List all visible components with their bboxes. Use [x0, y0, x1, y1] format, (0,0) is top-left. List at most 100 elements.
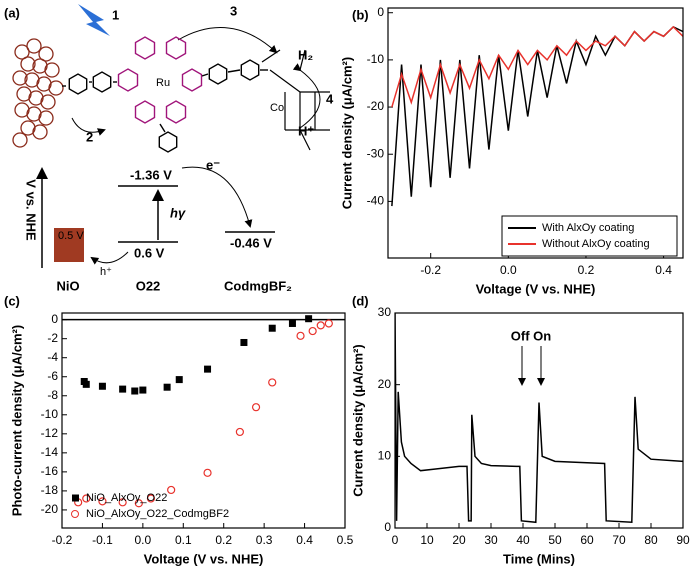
- step: 4: [326, 91, 334, 106]
- arrow: [292, 63, 321, 129]
- ring: [134, 36, 156, 60]
- x-tick-label: -0.1: [92, 533, 113, 547]
- x-tick-label: 0.2: [578, 263, 595, 277]
- x-tick-label: -0.2: [52, 533, 73, 547]
- annotation: Off On: [511, 328, 551, 343]
- point: [316, 321, 325, 330]
- point: [98, 382, 106, 390]
- component: O22: [136, 278, 161, 293]
- point: [324, 319, 333, 328]
- x-axis-label: Voltage (V vs. NHE): [476, 281, 596, 296]
- point: [175, 376, 183, 384]
- bond: [227, 69, 241, 73]
- y-tick-label: -10: [41, 407, 59, 421]
- ring: [117, 68, 139, 92]
- point: [146, 494, 156, 503]
- nanoparticle: [20, 56, 36, 72]
- point: [119, 385, 127, 393]
- legend-swatch: [71, 510, 79, 518]
- y-tick-label: -6: [47, 369, 58, 383]
- panel-label: (d): [352, 293, 369, 308]
- bond: [159, 123, 166, 133]
- y-tick-label: 30: [378, 305, 392, 319]
- level: -0.46 V: [230, 235, 272, 250]
- level: 0.6 V: [134, 245, 165, 260]
- point: [240, 338, 248, 346]
- level: -1.36 V: [130, 167, 172, 182]
- diagram: (a) 1 2 3 4 H₂ H⁺ Ru Co V vs. NHE 0.5 V …: [4, 3, 334, 293]
- nanoparticle: [12, 70, 28, 86]
- arrow: [90, 251, 129, 265]
- y-tick-label: -18: [41, 483, 59, 497]
- y-axis-label: Current density (μA/cm²): [339, 57, 354, 209]
- point: [204, 365, 212, 373]
- bond: [299, 129, 311, 151]
- point: [139, 386, 147, 394]
- legend-label: With AlxOy coating: [542, 222, 634, 234]
- x-tick-label: 30: [484, 533, 498, 547]
- y-tick-label: 0: [384, 520, 391, 534]
- ring: [208, 63, 228, 85]
- y-tick-label: -10: [367, 52, 385, 66]
- arrow: [177, 27, 278, 54]
- y-tick-label: -30: [367, 146, 385, 160]
- x-tick-label: 90: [676, 533, 690, 547]
- metal: Ru: [156, 77, 170, 89]
- y-tick-label: -4: [47, 350, 58, 364]
- y-tick-label: -2: [47, 331, 58, 345]
- point: [163, 383, 171, 391]
- y-tick-label: 20: [378, 377, 392, 391]
- plot-frame: [61, 312, 346, 529]
- x-tick-label: 60: [580, 533, 594, 547]
- y-tick-label: -20: [367, 99, 385, 113]
- x-tick-label: 80: [644, 533, 658, 547]
- legend-label: NiO_AlxOy_O22: [86, 492, 167, 504]
- nanoparticle: [48, 80, 64, 96]
- panel-label: (b): [352, 7, 369, 22]
- point: [268, 324, 276, 332]
- point: [118, 498, 127, 507]
- nanoparticle: [44, 62, 60, 78]
- y-tick-label: 10: [378, 449, 392, 463]
- bond: [201, 73, 209, 77]
- point: [296, 331, 305, 340]
- point: [305, 315, 313, 323]
- legend-label: Without AlxOy coating: [542, 238, 650, 250]
- y-tick-label: 0: [377, 5, 384, 19]
- nanoparticle: [40, 94, 56, 110]
- point: [251, 403, 261, 412]
- legend-swatch: [72, 494, 79, 502]
- y-tick-label: 0: [51, 312, 58, 326]
- x-tick-label: 40: [516, 533, 530, 547]
- panel-label: (c): [4, 293, 20, 308]
- ring: [165, 100, 187, 124]
- data-line: [391, 25, 683, 207]
- x-tick-label: 0.0: [135, 533, 152, 547]
- data-line: [395, 313, 683, 524]
- y-tick-label: -20: [41, 502, 59, 516]
- nanoparticle: [12, 132, 28, 148]
- nanoparticle: [26, 38, 42, 54]
- x-tick-label: 0.2: [215, 533, 232, 547]
- x-tick-label: 0.1: [175, 533, 192, 547]
- x-tick-label: 0.5: [337, 533, 354, 547]
- x-tick-label: 10: [420, 533, 434, 547]
- x-tick-label: 70: [612, 533, 626, 547]
- x-axis-label: Time (Mins): [503, 551, 575, 566]
- step: 3: [230, 3, 237, 18]
- ring: [240, 59, 260, 81]
- plot-frame: [394, 312, 684, 529]
- nio-band: [54, 228, 84, 262]
- level: 0.5 V: [58, 230, 84, 242]
- x-tick-label: -0.2: [420, 263, 441, 277]
- nanoparticle: [38, 46, 54, 62]
- x-tick-label: 0.3: [256, 533, 273, 547]
- y-tick-label: -12: [41, 426, 59, 440]
- point: [288, 319, 296, 327]
- energy-axis-label: V vs. NHE: [24, 179, 39, 241]
- photon: hγ: [170, 205, 186, 220]
- nanoparticle: [32, 124, 48, 140]
- nanoparticle: [38, 110, 54, 126]
